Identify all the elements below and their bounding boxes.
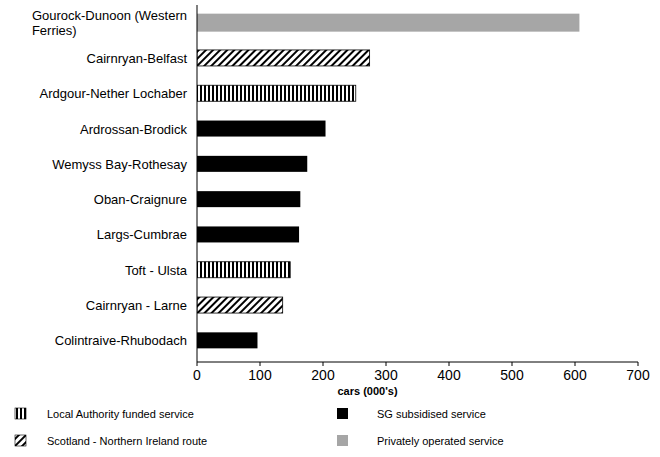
bar — [197, 14, 579, 32]
legend-swatch — [337, 435, 348, 446]
bar — [197, 121, 326, 137]
category-label: Ardrossan-Brodick — [80, 122, 187, 137]
x-axis-line — [197, 362, 638, 363]
bar — [197, 332, 257, 348]
x-tick — [197, 362, 198, 366]
legend-label: Privately operated service — [377, 435, 504, 447]
bar — [197, 262, 290, 278]
bar — [197, 50, 370, 66]
x-axis-label: cars (000's) — [337, 385, 397, 397]
legend-label: SG subsidised service — [377, 408, 486, 420]
x-tick — [638, 362, 639, 366]
x-tick — [260, 362, 261, 366]
x-tick — [386, 362, 387, 366]
legend-swatch — [15, 408, 26, 419]
x-tick — [323, 362, 324, 366]
legend-label: Scotland - Northern Ireland route — [47, 435, 207, 447]
bars — [197, 14, 579, 349]
legend-swatch — [337, 408, 348, 419]
category-label: Cairnryan - Larne — [86, 298, 187, 313]
category-label: Largs-Cumbrae — [97, 227, 187, 242]
x-tick — [575, 362, 576, 366]
x-tick — [449, 362, 450, 366]
category-label: Ardgour-Nether Lochaber — [40, 86, 188, 101]
x-tick-label: 400 — [437, 367, 461, 383]
legend: Local Authority funded service SG subsidi… — [15, 408, 504, 447]
bar — [197, 297, 283, 313]
category-label: Cairnryan-Belfast — [87, 51, 188, 66]
x-tick — [512, 362, 513, 366]
category-label: Oban-Craignure — [94, 192, 187, 207]
bar — [197, 191, 300, 207]
legend-label: Local Authority funded service — [47, 408, 194, 420]
bar — [197, 226, 299, 242]
x-tick-label: 500 — [500, 367, 524, 383]
y-axis-line — [197, 5, 198, 362]
category-label: Wemyss Bay-Rothesay — [52, 157, 187, 172]
category-label: Colintraive-Rhubodach — [55, 333, 187, 348]
x-tick-label: 300 — [374, 367, 398, 383]
chart: 0 100 200 300 400 500 600 700 cars (000's) Gouroc… — [0, 0, 660, 457]
x-tick-label: 600 — [563, 367, 587, 383]
x-tick-label: 100 — [248, 367, 272, 383]
bar — [197, 156, 307, 172]
x-tick-label: 0 — [193, 367, 201, 383]
category-label: Gourock-Dunoon (WesternFerries) — [32, 8, 187, 38]
legend-swatch — [15, 435, 26, 446]
category-label: Toft - Ulsta — [125, 263, 188, 278]
bar — [197, 85, 356, 101]
x-tick-label: 700 — [626, 367, 650, 383]
x-tick-label: 200 — [311, 367, 335, 383]
